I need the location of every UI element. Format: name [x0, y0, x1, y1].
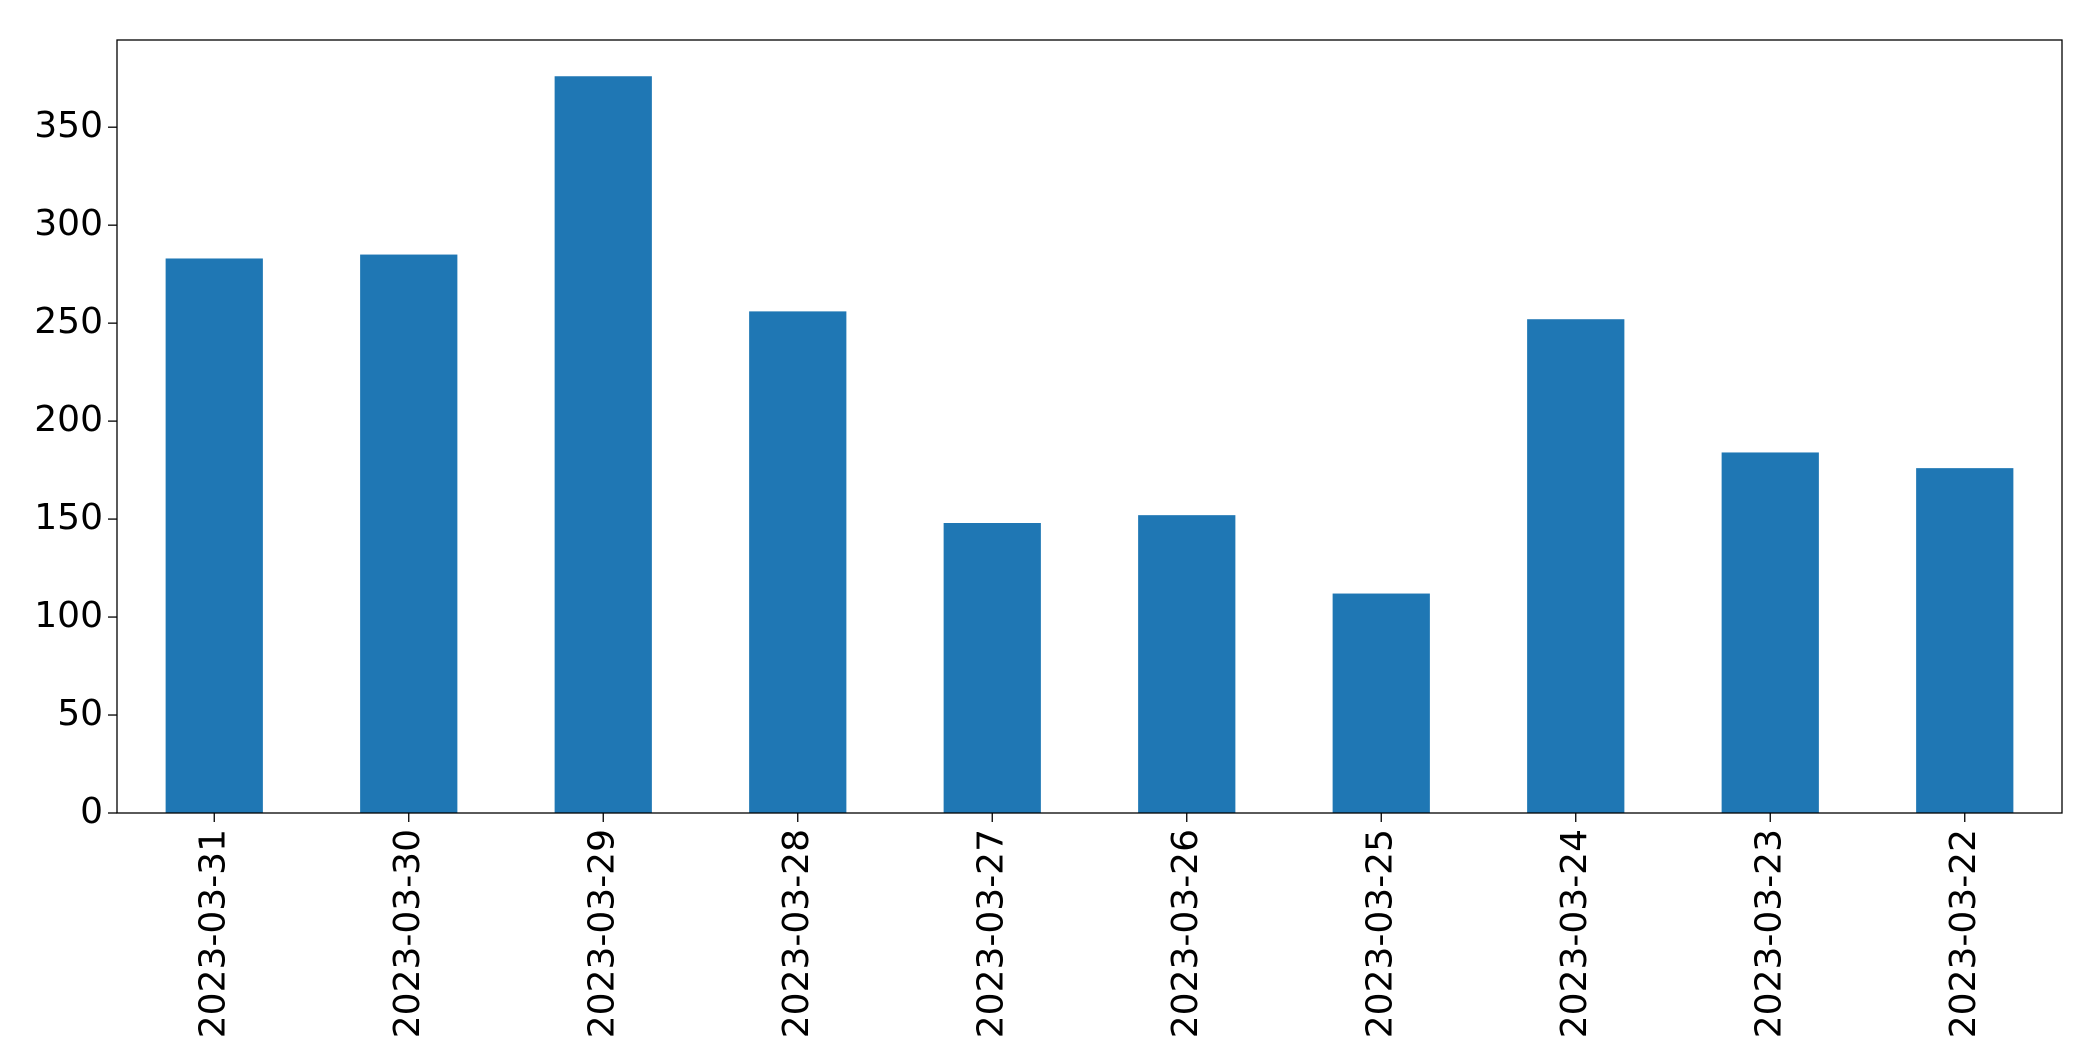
bar	[1916, 468, 2014, 813]
bar	[165, 258, 263, 814]
bar	[554, 76, 652, 813]
y-tick-label: 100	[34, 595, 103, 636]
x-tick-label: 2023-03-23	[1748, 829, 1789, 1038]
x-tick-label: 2023-03-24	[1554, 829, 1595, 1038]
x-tick-label: 2023-03-22	[1943, 829, 1984, 1038]
bar	[943, 523, 1041, 813]
y-tick-label: 300	[34, 203, 103, 244]
bar	[1721, 452, 1819, 813]
y-tick-label: 50	[57, 693, 103, 734]
y-tick-label: 350	[34, 105, 103, 146]
x-tick-label: 2023-03-30	[387, 829, 428, 1038]
y-tick-label: 150	[34, 497, 103, 538]
plot-frame	[116, 39, 2063, 814]
x-tick-label: 2023-03-25	[1359, 829, 1400, 1038]
x-tick-label: 2023-03-29	[581, 829, 622, 1038]
x-tick-label: 2023-03-27	[970, 829, 1011, 1038]
x-tick-label: 2023-03-31	[192, 829, 233, 1038]
x-tick-label: 2023-03-28	[776, 829, 817, 1038]
y-tick-label: 200	[34, 399, 103, 440]
y-tick-label: 0	[80, 791, 103, 832]
y-tick-label: 250	[34, 301, 103, 342]
bar	[1138, 515, 1236, 813]
bar	[360, 254, 458, 813]
x-tick-label: 2023-03-26	[1165, 829, 1206, 1038]
bar	[1332, 593, 1430, 813]
bar	[749, 311, 847, 813]
bar	[1527, 319, 1625, 813]
